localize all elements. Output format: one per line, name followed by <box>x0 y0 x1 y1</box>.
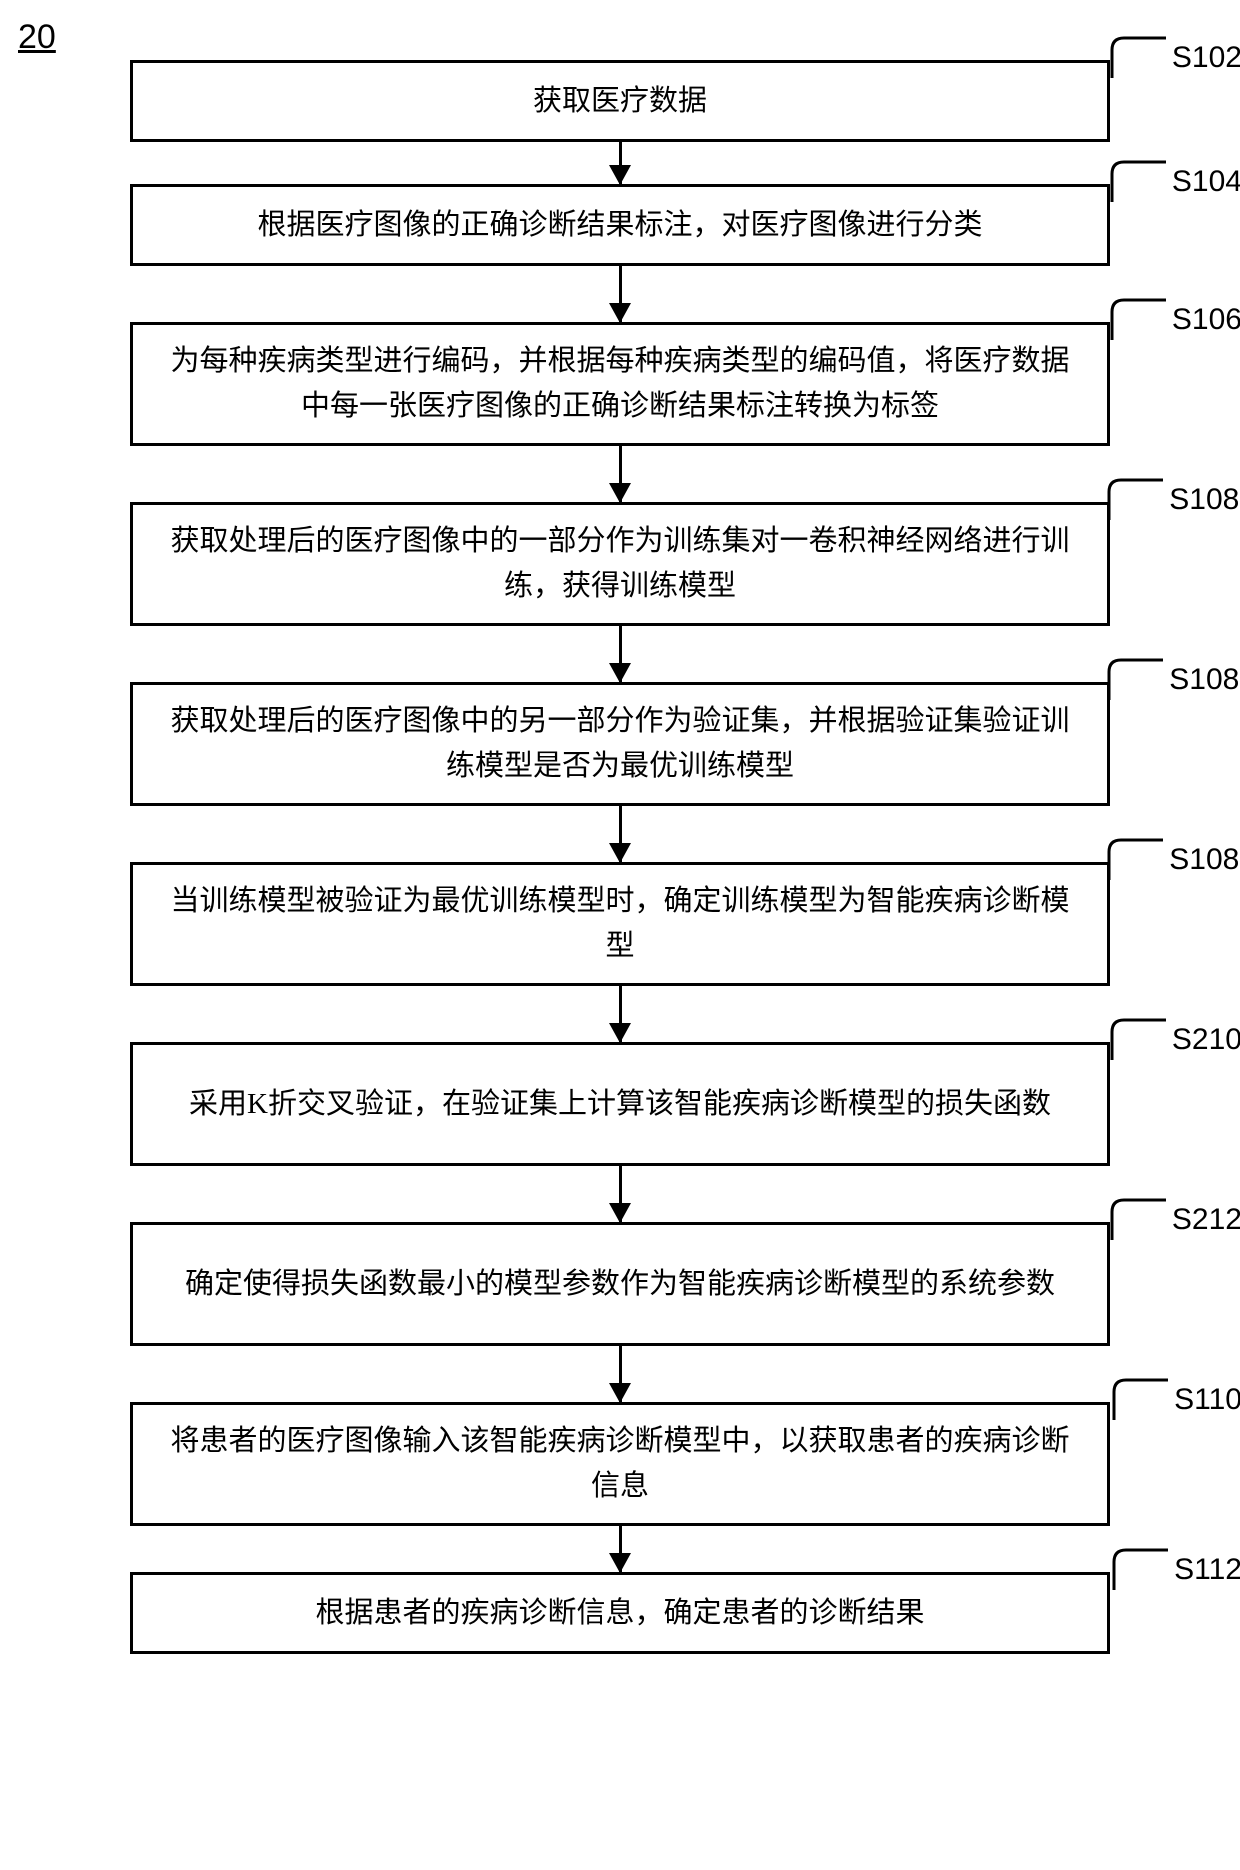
step-label-connector-icon <box>1110 160 1168 204</box>
step-label-text: S102 <box>1172 41 1240 75</box>
flow-arrow-icon <box>619 266 622 322</box>
flow-step: 获取处理后的医疗图像中的一部分作为训练集对一卷积神经网络进行训练，获得训练模型S… <box>130 502 1110 626</box>
flow-step-box: 获取处理后的医疗图像中的另一部分作为验证集，并根据验证集验证训练模型是否为最优训… <box>130 682 1110 806</box>
flow-step-box: 为每种疾病类型进行编码，并根据每种疾病类型的编码值，将医疗数据中每一张医疗图像的… <box>130 322 1110 446</box>
flow-step-box: 当训练模型被验证为最优训练模型时，确定训练模型为智能疾病诊断模型 <box>130 862 1110 986</box>
step-label: S106 <box>1110 298 1240 342</box>
figure-number: 20 <box>18 18 56 57</box>
flow-step-box: 根据医疗图像的正确诊断结果标注，对医疗图像进行分类 <box>130 184 1110 266</box>
step-label-connector-icon <box>1110 36 1168 80</box>
flow-arrow-icon <box>619 142 622 184</box>
step-label-text: S212 <box>1172 1203 1240 1237</box>
step-label-connector-icon <box>1110 298 1168 342</box>
step-label: S1082 <box>1107 658 1240 702</box>
step-label-text: S106 <box>1172 303 1240 337</box>
flowchart: 获取医疗数据S102根据医疗图像的正确诊断结果标注，对医疗图像进行分类S104为… <box>0 60 1240 1654</box>
flow-step-box: 根据患者的疾病诊断信息，确定患者的诊断结果 <box>130 1572 1110 1654</box>
flow-arrow-icon <box>619 1346 622 1402</box>
flow-step-box: 获取处理后的医疗图像中的一部分作为训练集对一卷积神经网络进行训练，获得训练模型 <box>130 502 1110 626</box>
step-label-text: S1083 <box>1169 843 1240 877</box>
step-label-text: S112 <box>1174 1553 1240 1587</box>
flow-arrow-icon <box>619 626 622 682</box>
step-label-text: S110 <box>1174 1383 1240 1417</box>
flow-arrow-icon <box>619 446 622 502</box>
flow-step: 获取医疗数据S102 <box>130 60 1110 142</box>
step-label-text: S1082 <box>1169 663 1240 697</box>
step-label: S210 <box>1110 1018 1240 1062</box>
flow-step: 采用K折交叉验证，在验证集上计算该智能疾病诊断模型的损失函数S210 <box>130 1042 1110 1166</box>
step-label: S110 <box>1112 1378 1240 1422</box>
step-label: S112 <box>1112 1548 1240 1592</box>
step-label-connector-icon <box>1112 1378 1170 1422</box>
step-label: S1083 <box>1107 838 1240 882</box>
flow-step: 将患者的医疗图像输入该智能疾病诊断模型中，以获取患者的疾病诊断信息S110 <box>130 1402 1110 1526</box>
flow-step: 当训练模型被验证为最优训练模型时，确定训练模型为智能疾病诊断模型S1083 <box>130 862 1110 986</box>
step-label-connector-icon <box>1110 1198 1168 1242</box>
flow-step: 根据患者的疾病诊断信息，确定患者的诊断结果S112 <box>130 1572 1110 1654</box>
step-label: S102 <box>1110 36 1240 80</box>
step-label-text: S210 <box>1172 1023 1240 1057</box>
flow-arrow-icon <box>619 1166 622 1222</box>
flow-step: 确定使得损失函数最小的模型参数作为智能疾病诊断模型的系统参数S212 <box>130 1222 1110 1346</box>
flow-arrow-icon <box>619 986 622 1042</box>
step-label-connector-icon <box>1107 838 1165 882</box>
step-label-connector-icon <box>1107 478 1165 522</box>
step-label: S212 <box>1110 1198 1240 1242</box>
flow-arrow-icon <box>619 1526 622 1572</box>
flow-step-box: 确定使得损失函数最小的模型参数作为智能疾病诊断模型的系统参数 <box>130 1222 1110 1346</box>
flow-step: 获取处理后的医疗图像中的另一部分作为验证集，并根据验证集验证训练模型是否为最优训… <box>130 682 1110 806</box>
step-label: S104 <box>1110 160 1240 204</box>
flow-step-box: 采用K折交叉验证，在验证集上计算该智能疾病诊断模型的损失函数 <box>130 1042 1110 1166</box>
flow-step-box: 将患者的医疗图像输入该智能疾病诊断模型中，以获取患者的疾病诊断信息 <box>130 1402 1110 1526</box>
step-label-connector-icon <box>1107 658 1165 702</box>
step-label-connector-icon <box>1110 1018 1168 1062</box>
flow-step: 根据医疗图像的正确诊断结果标注，对医疗图像进行分类S104 <box>130 184 1110 266</box>
step-label-connector-icon <box>1112 1548 1170 1592</box>
flow-step: 为每种疾病类型进行编码，并根据每种疾病类型的编码值，将医疗数据中每一张医疗图像的… <box>130 322 1110 446</box>
flow-step-box: 获取医疗数据 <box>130 60 1110 142</box>
flow-arrow-icon <box>619 806 622 862</box>
step-label: S1081 <box>1107 478 1240 522</box>
step-label-text: S104 <box>1172 165 1240 199</box>
step-label-text: S1081 <box>1169 483 1240 517</box>
